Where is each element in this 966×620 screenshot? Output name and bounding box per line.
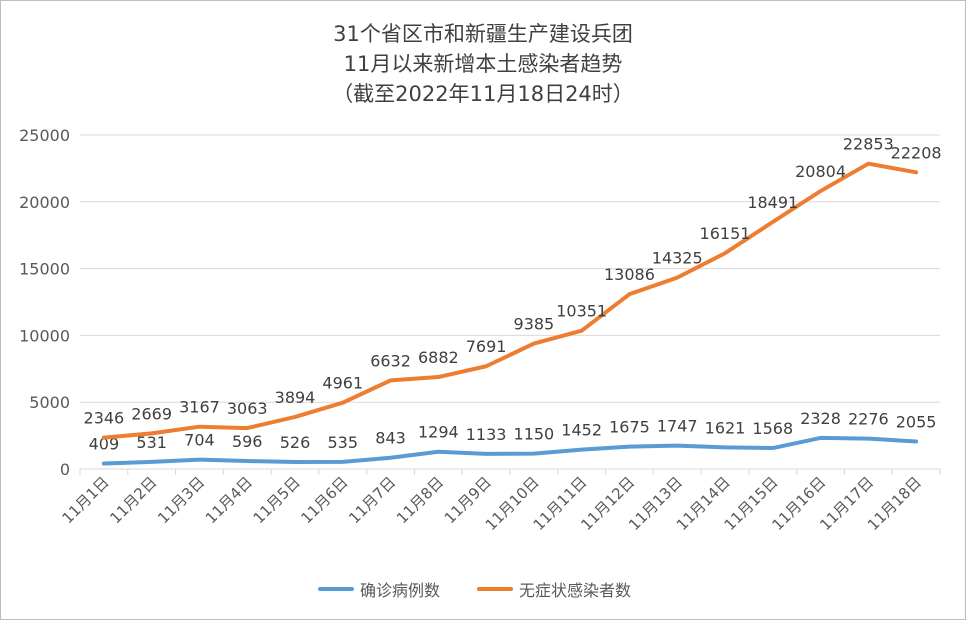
- data-label: 3063: [227, 399, 268, 418]
- data-label: 843: [375, 429, 406, 448]
- data-label: 1294: [418, 423, 459, 442]
- legend-label-asymptomatic: 无症状感染者数: [519, 581, 632, 600]
- series-line-confirmed: [101, 435, 919, 466]
- data-label: 10351: [556, 302, 607, 321]
- chart-title-line-3: （截至2022年11月18日24时）: [332, 82, 634, 106]
- x-tick-label: 11月2日: [106, 473, 160, 527]
- data-label: 409: [89, 435, 120, 454]
- chart-title-line-2: 11月以来新增本土感染者趋势: [343, 52, 623, 76]
- legend-item-confirmed: 确诊病例数: [318, 577, 440, 601]
- data-label: 4961: [322, 374, 363, 393]
- data-label: 2328: [800, 409, 841, 428]
- data-label: 14325: [652, 249, 703, 268]
- legend-swatch-confirmed: [318, 587, 354, 591]
- data-label: 704: [184, 431, 215, 450]
- data-label: 1675: [609, 418, 650, 437]
- data-label: 20804: [795, 162, 846, 181]
- data-label: 2346: [84, 409, 125, 428]
- data-label: 1747: [657, 417, 698, 436]
- data-label: 526: [280, 433, 311, 452]
- data-label: 531: [136, 433, 167, 452]
- data-label: 13086: [604, 265, 655, 284]
- data-label: 1621: [705, 418, 746, 437]
- x-tick-label: 11月7日: [345, 473, 399, 527]
- data-label: 1452: [561, 421, 602, 440]
- x-tick-label: 11月5日: [250, 473, 304, 527]
- data-label: 6632: [370, 351, 411, 370]
- data-label: 1133: [466, 425, 507, 444]
- data-label: 2276: [848, 410, 889, 429]
- data-label: 596: [232, 432, 263, 451]
- y-tick-label: 25000: [19, 126, 70, 145]
- x-tick-label: 11月6日: [297, 473, 351, 527]
- y-tick-label: 0: [60, 460, 70, 479]
- data-label: 3894: [275, 388, 316, 407]
- data-label: 2055: [896, 413, 937, 432]
- data-label: 3167: [179, 398, 220, 417]
- data-label: 22853: [843, 135, 894, 154]
- data-label: 9385: [514, 315, 555, 334]
- data-label: 1150: [514, 425, 555, 444]
- y-tick-label: 5000: [29, 393, 70, 412]
- data-label: 535: [328, 433, 359, 452]
- chart-title-line-1: 31个省区市和新疆生产建设兵团: [333, 22, 633, 46]
- data-label: 6882: [418, 348, 459, 367]
- data-label: 16151: [700, 224, 751, 243]
- y-tick-label: 15000: [19, 260, 70, 279]
- x-tick-label: 11月3日: [154, 473, 208, 527]
- data-label: 7691: [466, 337, 507, 356]
- x-tick-label: 11月4日: [202, 473, 256, 527]
- legend-label-confirmed: 确诊病例数: [360, 581, 441, 600]
- series-line-asymptomatic: [101, 161, 919, 440]
- legend-swatch-asymptomatic: [477, 587, 513, 591]
- y-tick-label: 20000: [19, 193, 70, 212]
- x-tick-label: 11月8日: [393, 473, 447, 527]
- data-label: 22208: [891, 143, 942, 162]
- legend-item-asymptomatic: 无症状感染者数: [477, 577, 631, 601]
- data-label: 1568: [752, 419, 793, 438]
- y-tick-label: 10000: [19, 326, 70, 345]
- data-label: 2669: [131, 404, 172, 423]
- x-tick-label: 11月1日: [59, 473, 113, 527]
- data-label: 18491: [747, 193, 798, 212]
